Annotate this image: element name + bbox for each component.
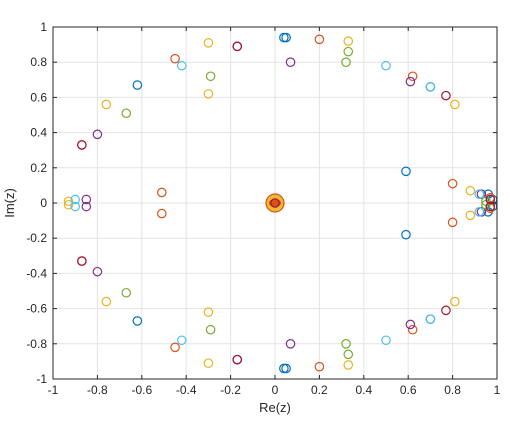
data-point [474, 189, 485, 199]
data-point [485, 201, 496, 212]
data-point [70, 201, 80, 212]
data-point [314, 361, 325, 372]
y-tick-label: -0.6 [26, 302, 47, 316]
data-point [203, 38, 214, 48]
y-axis-label: Im(z) [2, 188, 17, 218]
x-tick-labels: -1 -0.8 -0.6 -0.4 -0.2 0 0.2 0.4 0.6 0.8 1 [48, 383, 501, 397]
data-point [281, 32, 291, 43]
data-point [170, 342, 180, 353]
data-point [101, 296, 112, 307]
data-point [407, 324, 418, 335]
data-point [156, 208, 167, 219]
data-point [203, 358, 214, 368]
data-point [285, 338, 296, 349]
data-point [156, 187, 167, 198]
data-point [121, 108, 132, 119]
data-point [447, 217, 458, 228]
data-point [441, 305, 451, 316]
data-point [92, 129, 103, 140]
x-tick-label: 0 [272, 383, 279, 397]
data-point [441, 90, 451, 101]
x-tick-label: -0.6 [131, 383, 152, 397]
data-point [450, 99, 460, 110]
data-point [132, 80, 143, 90]
data-point [343, 360, 354, 370]
data-point [474, 207, 485, 217]
data-point [343, 36, 354, 46]
data-point [121, 287, 132, 298]
y-tick-label: 0.4 [30, 126, 47, 140]
data-point [92, 266, 103, 277]
y-tick-label: -0.2 [26, 231, 47, 245]
data-point [205, 71, 216, 82]
x-tick-label: -1 [48, 383, 59, 397]
data-point [132, 316, 143, 326]
x-axis-label: Re(z) [259, 400, 291, 415]
data-point [285, 57, 296, 67]
x-tick-label: 0.4 [355, 383, 372, 397]
data-point [343, 349, 354, 360]
x-tick-label: 0.2 [311, 383, 328, 397]
y-tick-label: 1 [40, 20, 47, 34]
data-point [232, 354, 243, 365]
y-tick-label: 0 [40, 196, 47, 210]
data-point [77, 140, 87, 150]
y-tick-label: 0.8 [30, 55, 47, 69]
data-point [203, 89, 214, 99]
y-tick-label: 0.6 [30, 90, 47, 104]
data-point [63, 196, 74, 207]
data-point [203, 307, 214, 317]
data-point [341, 57, 351, 67]
data-point [63, 199, 74, 210]
x-tick-label: 0.8 [444, 383, 461, 397]
data-point [447, 178, 458, 189]
data-point [405, 76, 416, 87]
y-tick-label: -0.4 [26, 266, 47, 280]
y-tick-label: 0.2 [30, 161, 47, 175]
x-tick-label: -0.8 [87, 383, 108, 397]
data-point [407, 71, 418, 82]
data-point [465, 210, 476, 221]
data-point [205, 324, 216, 335]
data-point [81, 201, 92, 212]
y-tick-labels: 1 0.8 0.6 0.4 0.2 0 -0.2 -0.4 -0.6 -0.8 -1 [26, 20, 47, 386]
data-point [176, 60, 187, 71]
data-point [170, 53, 180, 64]
data-point [81, 194, 92, 205]
data-point [232, 41, 243, 52]
data-point [77, 256, 87, 266]
data-point [485, 194, 496, 205]
origin-cluster-inner [269, 199, 281, 207]
data-point [70, 194, 80, 205]
data-point [343, 46, 354, 57]
data-point [465, 185, 476, 196]
data-point [450, 296, 460, 307]
x-tick-label: 0.6 [400, 383, 417, 397]
data-point [176, 335, 187, 346]
data-point [425, 82, 436, 92]
data-point [281, 363, 291, 374]
data-point [425, 314, 436, 324]
data-point [314, 34, 325, 45]
data-points [63, 32, 498, 374]
data-point [401, 229, 411, 240]
tick-marks [52, 26, 498, 380]
x-tick-label: 1 [494, 383, 501, 397]
data-point [405, 319, 416, 330]
y-tick-label: -1 [36, 372, 47, 386]
data-point [401, 166, 411, 177]
x-tick-label: -0.2 [220, 383, 241, 397]
data-point [381, 60, 391, 71]
data-point [381, 335, 391, 346]
data-point [341, 338, 351, 349]
x-tick-label: -0.4 [176, 383, 197, 397]
data-point [270, 198, 280, 208]
data-point [101, 99, 112, 110]
y-tick-label: -0.8 [26, 337, 47, 351]
